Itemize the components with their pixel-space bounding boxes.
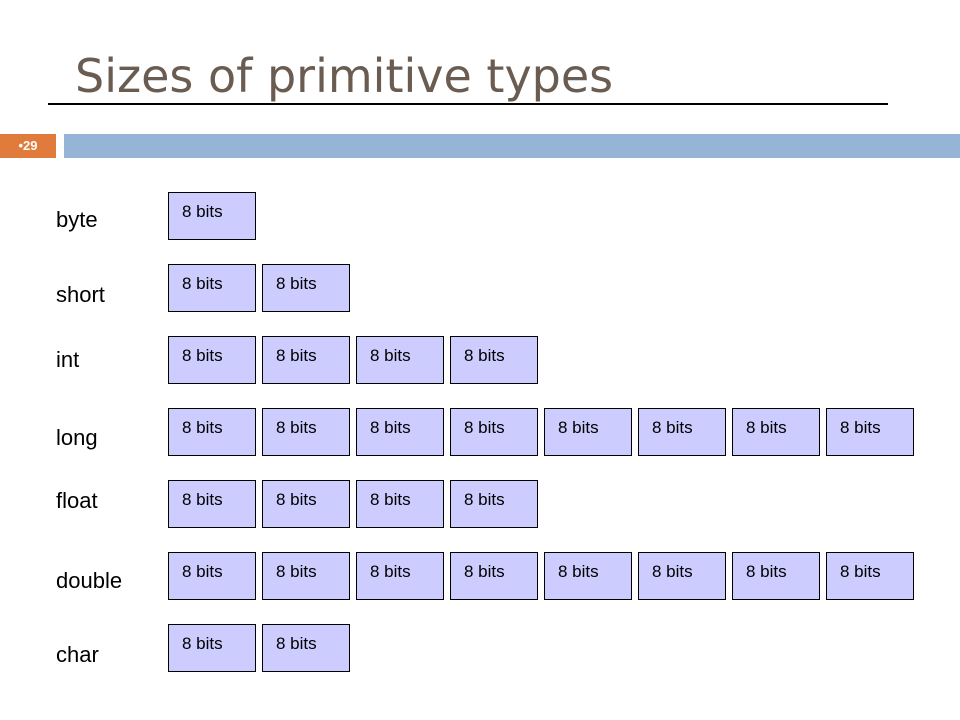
byte-cell: 8 bits [544,552,632,600]
type-label: double [56,568,123,593]
type-row-int: int 8 bits 8 bits 8 bits 8 bits [0,336,960,386]
byte-cell: 8 bits [450,408,538,456]
byte-cell: 8 bits [450,552,538,600]
byte-cell: 8 bits [168,480,256,528]
byte-cell: 8 bits [826,408,914,456]
byte-cell: 8 bits [262,336,350,384]
byte-cell: 8 bits [544,408,632,456]
byte-cell: 8 bits [356,480,444,528]
type-row-float: float 8 bits 8 bits 8 bits 8 bits [0,480,960,530]
byte-cells: 8 bits 8 bits 8 bits 8 bits [168,336,538,384]
byte-cell: 8 bits [450,480,538,528]
byte-cell: 8 bits [638,552,726,600]
type-row-char: char 8 bits 8 bits [0,624,960,674]
byte-cell: 8 bits [732,408,820,456]
byte-cell: 8 bits [168,624,256,672]
byte-cell: 8 bits [262,552,350,600]
type-row-byte: byte 8 bits [0,192,960,242]
type-label: long [56,425,98,450]
type-row-double: double 8 bits 8 bits 8 bits 8 bits 8 bits 8 bi… [0,552,960,602]
byte-cell: 8 bits [168,264,256,312]
byte-cell: 8 bits [262,480,350,528]
byte-cell: 8 bits [168,336,256,384]
byte-cells: 8 bits 8 bits [168,624,350,672]
byte-cells: 8 bits 8 bits 8 bits 8 bits 8 bits 8 bits 8 bi… [168,552,914,600]
byte-cell: 8 bits [262,264,350,312]
title-underline [48,103,888,105]
type-label: char [56,642,99,667]
slide-title: Sizes of primitive types [75,49,614,103]
type-row-long: long 8 bits 8 bits 8 bits 8 bits 8 bits 8 bits… [0,408,960,458]
byte-cell: 8 bits [826,552,914,600]
byte-cell: 8 bits [356,336,444,384]
byte-cells: 8 bits 8 bits 8 bits 8 bits 8 bits 8 bits 8 bi… [168,408,914,456]
byte-cell: 8 bits [732,552,820,600]
type-label: float [56,488,98,513]
byte-cell: 8 bits [356,552,444,600]
type-label: byte [56,207,98,232]
type-row-short: short 8 bits 8 bits [0,264,960,314]
type-label: int [56,347,80,372]
byte-cell: 8 bits [450,336,538,384]
byte-cells: 8 bits 8 bits [168,264,350,312]
header-band [64,134,960,158]
type-label: short [56,282,105,307]
byte-cell: 8 bits [168,192,256,240]
byte-cell: 8 bits [262,408,350,456]
byte-cell: 8 bits [168,552,256,600]
byte-cell: 8 bits [168,408,256,456]
byte-cell: 8 bits [262,624,350,672]
byte-cell: 8 bits [356,408,444,456]
byte-cells: 8 bits 8 bits 8 bits 8 bits [168,480,538,528]
byte-cell: 8 bits [638,408,726,456]
page-number-badge: •29 [0,134,56,158]
byte-cells: 8 bits [168,192,256,240]
